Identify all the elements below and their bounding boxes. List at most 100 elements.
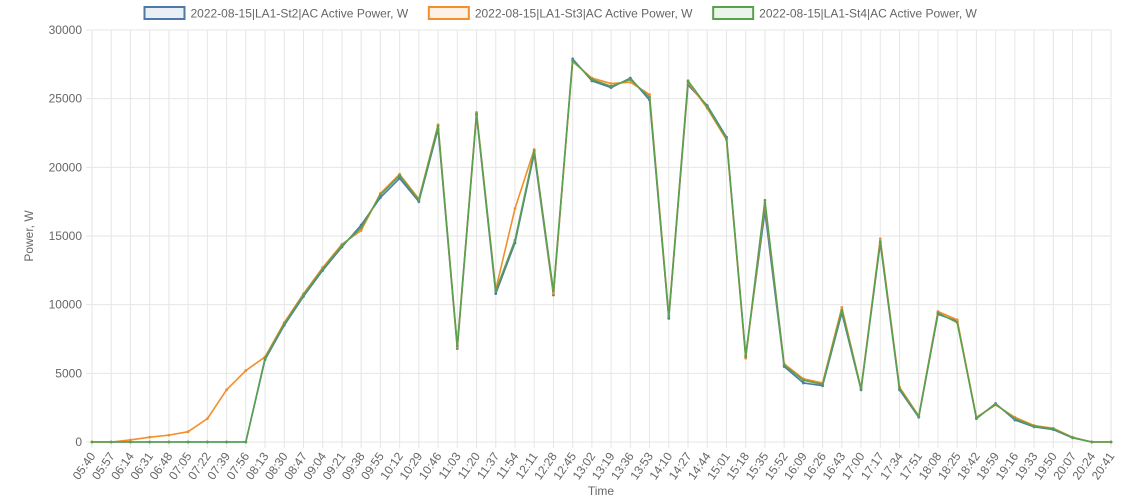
data-point: [725, 137, 728, 140]
data-point: [552, 289, 555, 293]
data-point: [1090, 440, 1094, 444]
data-point: [648, 95, 651, 99]
data-point: [878, 237, 882, 241]
legend-label: 2022-08-15|LA1-St2|AC Active Power, W: [190, 7, 408, 21]
data-point: [917, 415, 921, 418]
data-point: [455, 344, 459, 348]
data-point: [186, 430, 190, 434]
legend-swatch: [143, 6, 186, 20]
y-tick-label: 25000: [49, 92, 83, 106]
data-point: [321, 267, 325, 271]
data-point: [1109, 440, 1113, 444]
data-point: [1032, 424, 1036, 428]
data-point: [590, 78, 594, 81]
data-point: [148, 435, 152, 439]
series-2: [90, 60, 1113, 444]
data-point: [821, 382, 825, 386]
data-point: [378, 193, 382, 197]
y-tick-label: 20000: [49, 160, 83, 174]
legend-label: 2022-08-15|LA1-St4|AC Active Power, W: [759, 7, 977, 21]
data-point: [494, 292, 498, 296]
data-point: [840, 308, 844, 312]
data-point: [398, 174, 402, 177]
data-point: [244, 369, 248, 372]
data-point: [859, 387, 863, 391]
legend-item-1[interactable]: 2022-08-15|LA1-St2|AC Active Power, W: [143, 6, 409, 21]
data-point: [513, 207, 517, 210]
chart-legend: 2022-08-15|LA1-St2|AC Active Power, W 202…: [143, 6, 978, 21]
series-1: [90, 57, 1113, 444]
data-point: [263, 356, 267, 360]
data-point: [609, 82, 613, 85]
legend-item-2[interactable]: 2022-08-15|LA1-St3|AC Active Power, W: [427, 6, 693, 21]
data-point: [359, 229, 363, 232]
data-point: [955, 318, 959, 322]
chart-series: [90, 57, 1113, 444]
data-point: [167, 440, 171, 444]
data-point: [244, 440, 248, 444]
data-point: [1013, 417, 1017, 421]
data-point: [628, 80, 632, 84]
data-point: [148, 440, 152, 444]
data-point: [205, 417, 209, 421]
y-tick-label: 5000: [55, 366, 82, 380]
series-3: [90, 58, 1113, 444]
legend-swatch: [427, 6, 470, 20]
data-point: [686, 79, 690, 83]
data-point: [994, 402, 998, 406]
y-tick-label: 15000: [49, 229, 83, 243]
chart-grid: [86, 29, 1112, 448]
data-point: [763, 198, 767, 202]
data-point: [667, 315, 671, 319]
data-point: [840, 306, 844, 309]
data-point: [494, 289, 498, 293]
series-line: [92, 58, 1111, 443]
y-axis: 0 5000 10000 15000 20000 25000 30000: [49, 23, 83, 449]
data-point: [167, 433, 171, 437]
data-point: [1051, 427, 1055, 431]
data-point: [436, 124, 440, 128]
data-point: [225, 388, 228, 392]
data-point: [109, 440, 113, 444]
x-axis: 05:4005:5706:1406:3106:4807:0507:2207:39…: [70, 449, 1118, 482]
data-point: [552, 292, 555, 296]
data-point: [282, 322, 286, 326]
data-point: [801, 378, 805, 382]
data-point: [705, 105, 709, 109]
data-point: [90, 440, 94, 444]
data-point: [1071, 436, 1074, 440]
data-point: [571, 58, 575, 62]
y-tick-label: 30000: [49, 23, 83, 37]
data-point: [225, 440, 228, 444]
data-point: [417, 198, 421, 202]
legend-swatch: [712, 6, 755, 20]
data-point: [609, 84, 613, 88]
data-point: [359, 226, 363, 230]
legend-item-3[interactable]: 2022-08-15|LA1-St4|AC Active Power, W: [712, 6, 978, 21]
data-point: [975, 416, 978, 420]
data-point: [475, 112, 478, 116]
y-tick-label: 0: [75, 435, 82, 449]
series-line: [92, 60, 1111, 443]
data-point: [129, 438, 132, 442]
data-point: [340, 244, 344, 248]
data-point: [628, 78, 632, 81]
data-point: [878, 240, 882, 243]
data-point: [205, 440, 209, 444]
y-tick-label: 10000: [49, 298, 83, 312]
data-point: [129, 440, 132, 444]
x-axis-title: Time: [588, 484, 615, 498]
data-point: [186, 440, 190, 444]
data-point: [532, 149, 536, 153]
data-point: [782, 363, 786, 367]
series-line: [92, 59, 1111, 443]
data-point: [513, 238, 517, 242]
data-point: [302, 293, 305, 297]
data-point: [955, 321, 959, 324]
data-point: [648, 93, 651, 96]
legend-label: 2022-08-15|LA1-St3|AC Active Power, W: [475, 7, 693, 21]
data-point: [898, 387, 901, 390]
data-point: [744, 355, 748, 359]
